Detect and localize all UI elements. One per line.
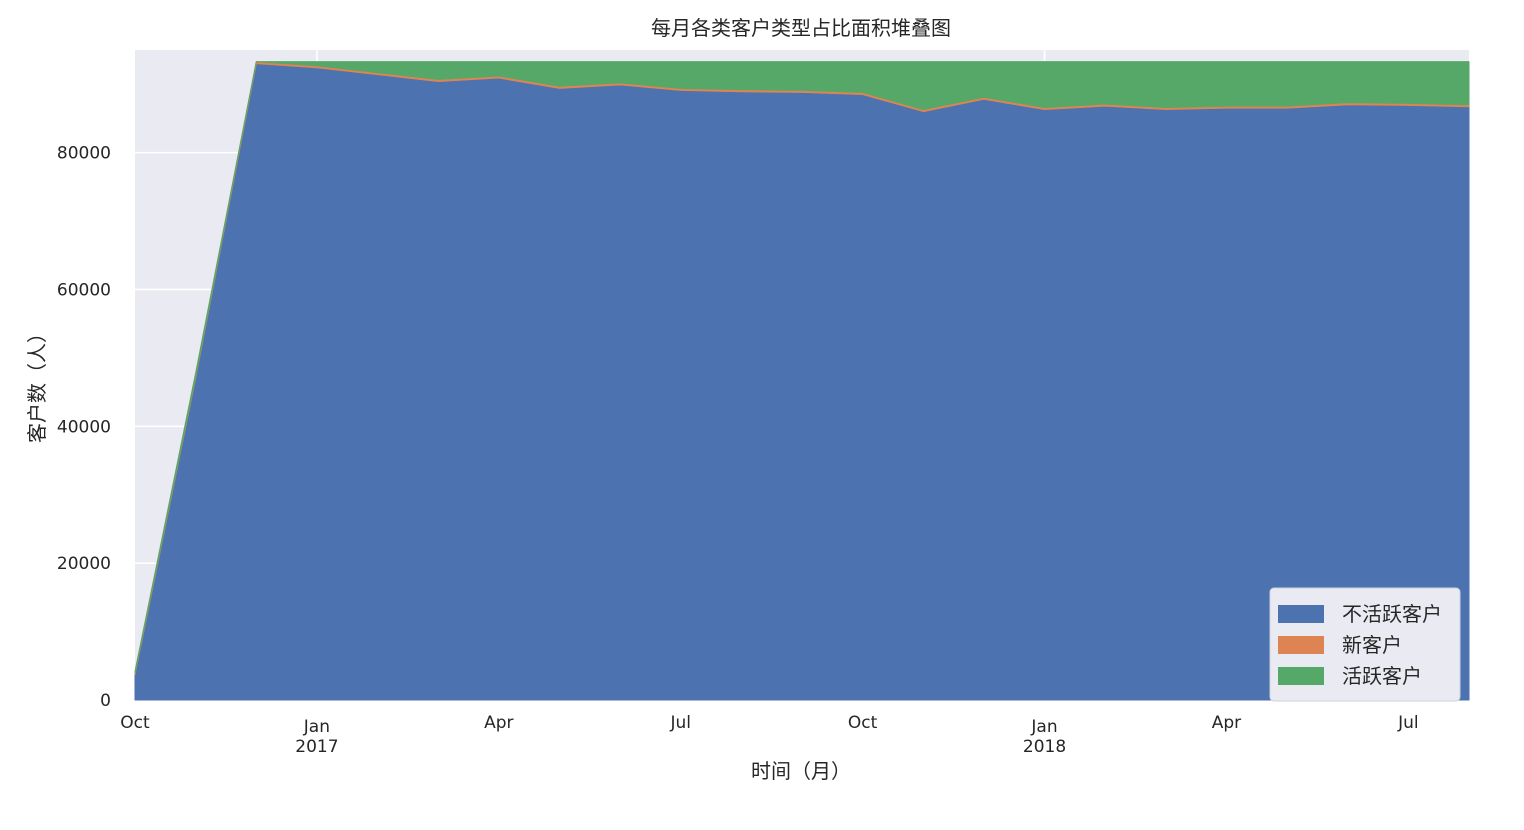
y-tick-label: 0 (100, 691, 111, 711)
area-series (134, 61, 1470, 674)
x-tick-label: Oct (848, 713, 878, 733)
x-tick-label: Oct (120, 713, 150, 733)
area-series (134, 63, 1470, 701)
y-tick-label: 40000 (57, 417, 111, 437)
legend-swatch (1278, 636, 1324, 654)
y-tick-label: 60000 (57, 280, 111, 300)
x-tick-label: Apr (484, 713, 513, 733)
y-tick-label: 80000 (57, 144, 111, 164)
x-tick-label: Jul (1397, 713, 1419, 733)
legend-label: 活跃客户 (1342, 664, 1422, 688)
legend-label: 新客户 (1342, 633, 1402, 657)
stacked-areas (134, 61, 1470, 701)
y-axis-ticks: 0 20000 40000 60000 80000 (57, 144, 111, 711)
y-tick-label: 20000 (57, 554, 111, 574)
x-tick-year-label: 2017 (295, 737, 338, 757)
legend-swatch (1278, 667, 1324, 685)
legend-swatch (1278, 605, 1324, 623)
x-tick-year-label: 2018 (1023, 737, 1066, 757)
x-tick-label: Jul (669, 713, 691, 733)
legend-label: 不活跃客户 (1342, 602, 1442, 626)
x-tick-label: Jan (303, 717, 330, 737)
x-axis-label: 时间（月） (751, 759, 851, 783)
y-axis-label: 客户数（人） (25, 323, 49, 443)
chart-title: 每月各类客户类型占比面积堆叠图 (651, 16, 951, 40)
x-tick-label: Jan (1030, 717, 1057, 737)
x-tick-label: Apr (1212, 713, 1241, 733)
